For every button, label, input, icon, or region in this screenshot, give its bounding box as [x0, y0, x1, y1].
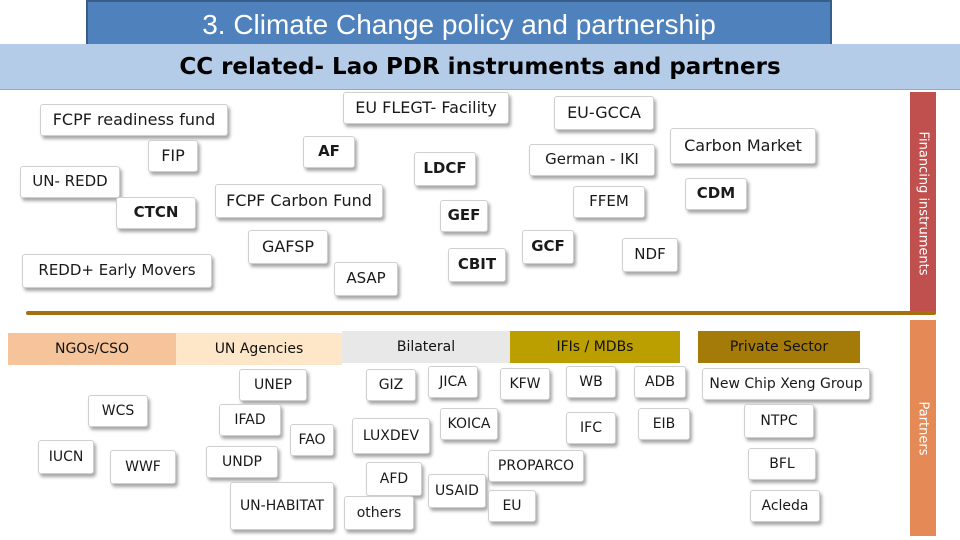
partner-bfl: BFL [748, 448, 816, 480]
partner-proparco: PROPARCO [488, 450, 584, 482]
partner-iucn: IUCN [38, 440, 94, 474]
fin-fip: FIP [148, 140, 198, 172]
partner-ifad: IFAD [219, 404, 281, 436]
fin-un-redd: UN- REDD [20, 166, 120, 198]
partner-new-chip-xeng-group: New Chip Xeng Group [702, 368, 870, 400]
fin-redd-early-movers: REDD+ Early Movers [22, 254, 212, 288]
fin-ndf: NDF [622, 238, 678, 272]
partner-wwf: WWF [110, 450, 176, 484]
category-bilateral: Bilateral [342, 331, 510, 363]
fin-eu-flegt-facility: EU FLEGT- Facility [343, 92, 509, 124]
category-ifis-mdbs: IFIs / MDBs [510, 331, 680, 363]
fin-eu-gcca: EU-GCCA [554, 96, 654, 130]
partner-koica: KOICA [440, 408, 498, 440]
partner-fao: FAO [290, 424, 334, 456]
partner-acleda: Acleda [750, 490, 820, 522]
partner-luxdev: LUXDEV [352, 418, 430, 454]
partner-kfw: KFW [500, 368, 550, 400]
partners-label: Partners [910, 320, 936, 536]
fin-asap: ASAP [334, 262, 398, 296]
partner-wcs: WCS [88, 395, 148, 427]
partner-others: others [344, 496, 414, 530]
partner-ifc: IFC [566, 412, 616, 444]
page-title: 3. Climate Change policy and partnership [86, 0, 832, 47]
fin-gcf: GCF [522, 230, 574, 264]
fin-ffem: FFEM [573, 186, 645, 218]
partner-un-habitat: UN-HABITAT [230, 482, 334, 530]
fin-fcpf-carbon-fund: FCPF Carbon Fund [215, 184, 383, 218]
partner-jica: JICA [428, 366, 478, 398]
fin-fcpf-readiness-fund: FCPF readiness fund [40, 104, 228, 136]
partner-giz: GIZ [366, 369, 416, 401]
fin-ctcn: CTCN [116, 197, 196, 229]
partner-usaid: USAID [428, 474, 486, 508]
partner-eu: EU [488, 490, 536, 522]
fin-german-iki: German - IKI [529, 144, 655, 176]
fin-carbon-market: Carbon Market [670, 128, 816, 164]
partner-afd: AFD [366, 462, 422, 496]
fin-cbit: CBIT [448, 248, 506, 282]
fin-gef: GEF [440, 200, 488, 232]
category-un-agencies: UN Agencies [176, 333, 342, 365]
category-ngos-cso: NGOs/CSO [8, 333, 176, 365]
partner-undp: UNDP [206, 446, 278, 478]
category-private-sector: Private Sector [698, 331, 860, 363]
partner-adb: ADB [634, 366, 686, 398]
fin-ldcf: LDCF [414, 152, 476, 186]
partner-eib: EIB [638, 408, 690, 440]
page-subtitle: CC related- Lao PDR instruments and part… [0, 44, 960, 90]
partner-wb: WB [566, 366, 616, 398]
partner-unep: UNEP [239, 369, 307, 401]
financing-instruments-label: Financing instruments [910, 92, 936, 314]
fin-gafsp: GAFSP [248, 230, 328, 264]
fin-af: AF [303, 136, 355, 168]
partner-ntpc: NTPC [744, 404, 814, 438]
section-divider [26, 311, 936, 315]
fin-cdm: CDM [685, 178, 747, 210]
